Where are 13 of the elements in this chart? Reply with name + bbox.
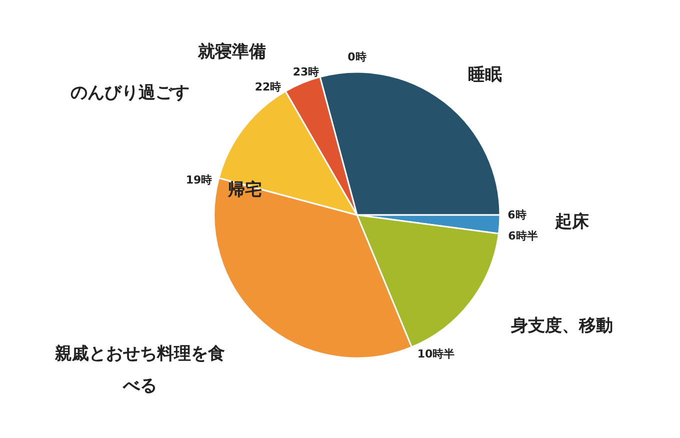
slice-label: 就寝準備 [197, 42, 266, 62]
slice-label: 睡眠 [468, 65, 502, 85]
text: 19時 [186, 174, 212, 186]
text: 22時 [254, 80, 282, 94]
slice-label: 身支度、移動 [510, 316, 613, 336]
slice-label: のんびり過ごす [70, 83, 190, 103]
text: 6時半 [508, 230, 538, 242]
slice-label: 親戚とおせち料理を食べる [54, 344, 225, 396]
text: 10時半 [417, 348, 455, 360]
text: 0時 [348, 50, 366, 64]
text: 6時 [508, 208, 526, 222]
text: 23時 [292, 66, 320, 78]
slice-label: 起床 [554, 212, 590, 232]
